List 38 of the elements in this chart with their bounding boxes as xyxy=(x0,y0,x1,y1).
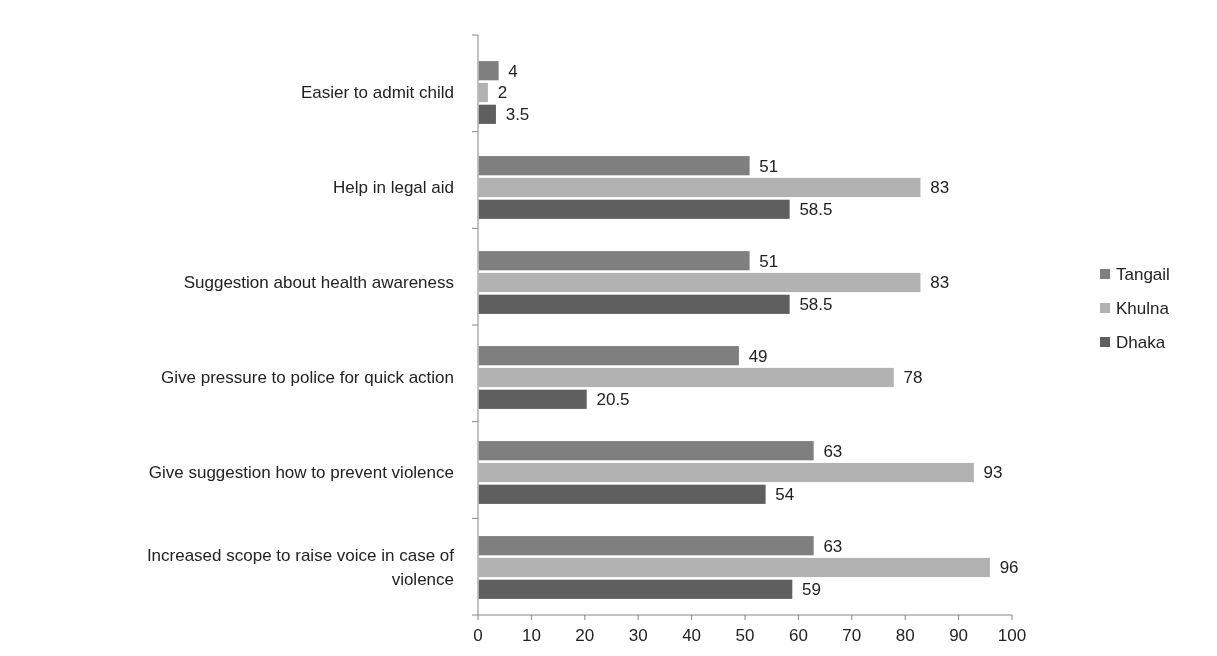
y-tick-label: Help in legal aid xyxy=(333,178,454,198)
data-label: 2 xyxy=(497,83,508,103)
data-label: 63 xyxy=(823,441,843,461)
y-tick-label: Give suggestion how to prevent violence xyxy=(148,463,454,483)
data-label: 58.5 xyxy=(799,295,833,315)
x-tick-label: 30 xyxy=(628,626,648,645)
x-tick-label: 10 xyxy=(521,626,541,645)
x-tick-label: 20 xyxy=(575,626,595,645)
data-label: 20.5 xyxy=(596,390,630,410)
x-tick-label: 100 xyxy=(997,626,1027,645)
data-label: 58.5 xyxy=(799,200,833,220)
data-label: 59 xyxy=(802,580,821,600)
data-label: 51 xyxy=(759,156,779,176)
data-label: 51 xyxy=(759,251,779,271)
data-label: 83 xyxy=(930,178,950,198)
data-label: 63 xyxy=(823,536,843,556)
legend-label: Khulna xyxy=(1116,298,1170,318)
x-tick-label: 50 xyxy=(735,626,755,645)
legend-label: Dhaka xyxy=(1116,332,1166,352)
data-label: 83 xyxy=(930,273,950,293)
data-label: 49 xyxy=(748,346,768,366)
data-label: 4 xyxy=(508,61,518,81)
data-label: 78 xyxy=(903,368,923,388)
data-label: 54 xyxy=(775,485,795,505)
data-label: 93 xyxy=(983,463,1003,483)
data-label: 3.5 xyxy=(505,105,530,125)
x-tick-label: 90 xyxy=(949,626,969,645)
data-label: 96 xyxy=(999,558,1019,578)
x-tick-label: 60 xyxy=(788,626,808,645)
y-tick-label: Suggestion about health awareness xyxy=(183,273,454,293)
x-tick-label: 70 xyxy=(842,626,862,645)
y-tick-label: Increased scope to raise voice in case of violence xyxy=(146,546,455,590)
x-tick-label: 0 xyxy=(473,626,483,645)
y-tick-label: Easier to admit child xyxy=(300,83,454,103)
y-tick-label: Give pressure to police for quick action xyxy=(161,368,454,388)
x-tick-label: 40 xyxy=(682,626,702,645)
legend-label: Tangail xyxy=(1116,264,1170,284)
x-tick-label: 80 xyxy=(895,626,915,645)
